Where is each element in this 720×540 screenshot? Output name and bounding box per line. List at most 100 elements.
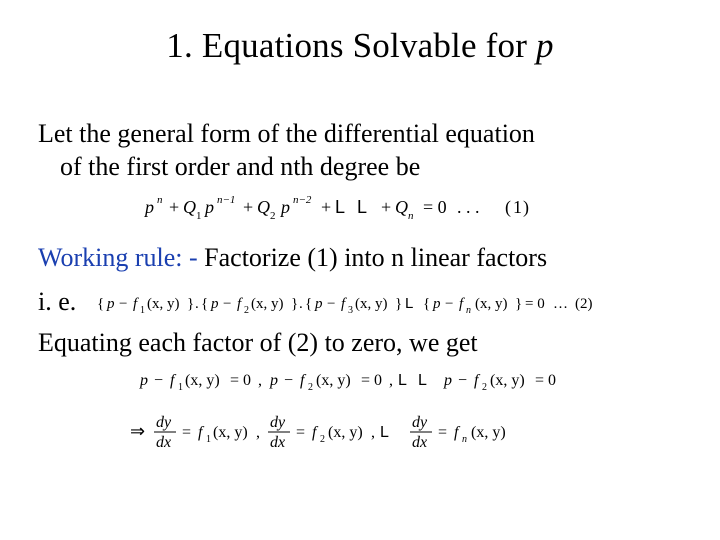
page-title: 1. Equations Solvable for p xyxy=(38,26,682,66)
ie-row: i. e. { p − f 1 (x, y) } . { p − f 2 (x,… xyxy=(38,285,682,319)
svg-text:3: 3 xyxy=(348,305,353,316)
svg-text:2: 2 xyxy=(244,305,249,316)
svg-text:−: − xyxy=(284,372,293,389)
svg-text:p: p xyxy=(269,372,278,389)
svg-text:,: , xyxy=(371,424,375,441)
intro-line2: of the first order and nth degree be xyxy=(38,152,420,181)
svg-text:−: − xyxy=(458,372,467,389)
svg-text:+: + xyxy=(243,197,253,217)
svg-text:dy: dy xyxy=(270,414,286,431)
svg-text:}: } xyxy=(395,296,402,312)
svg-text:Q: Q xyxy=(183,197,196,217)
working-rule-line: Working rule: - Factorize (1) into n lin… xyxy=(38,242,682,275)
svg-text:L: L xyxy=(398,372,407,389)
svg-text:(x, y): (x, y) xyxy=(316,372,351,389)
svg-text:L: L xyxy=(357,197,367,217)
svg-text:+: + xyxy=(321,197,331,217)
svg-text:n: n xyxy=(466,305,471,316)
svg-text:(x, y): (x, y) xyxy=(147,296,180,312)
svg-text:p: p xyxy=(443,372,452,389)
svg-text:f: f xyxy=(454,424,461,441)
svg-text:+: + xyxy=(381,197,391,217)
svg-text:{: { xyxy=(423,296,430,312)
svg-text:…: … xyxy=(553,296,568,312)
svg-text:p: p xyxy=(279,197,290,217)
slide: 1. Equations Solvable for p Let the gene… xyxy=(0,0,720,540)
title-prefix: 1. Equations Solvable for xyxy=(166,26,536,65)
svg-text:p: p xyxy=(139,372,148,389)
svg-text:p: p xyxy=(143,197,154,217)
svg-text:.: . xyxy=(195,296,199,312)
svg-text:f: f xyxy=(459,296,465,312)
svg-text:Q: Q xyxy=(395,197,408,217)
svg-text:1: 1 xyxy=(196,210,202,222)
svg-text:f: f xyxy=(312,424,319,441)
svg-text:}: } xyxy=(187,296,194,312)
svg-text:}: } xyxy=(291,296,298,312)
svg-text:2: 2 xyxy=(308,382,313,393)
svg-text:(2): (2) xyxy=(575,296,593,312)
svg-text:(x, y): (x, y) xyxy=(185,372,220,389)
svg-text:−: − xyxy=(223,296,231,312)
svg-text:n−1: n−1 xyxy=(217,194,235,206)
svg-text:}: } xyxy=(515,296,522,312)
svg-text:dy: dy xyxy=(156,414,172,431)
svg-text:n: n xyxy=(408,210,414,222)
svg-text:f: f xyxy=(300,372,307,389)
svg-text:= 0: = 0 xyxy=(535,372,556,389)
svg-text:= 0: = 0 xyxy=(230,372,251,389)
equation-1: p n + Q 1 p n−1 + Q 2 p n−2 + L L + Q n … xyxy=(38,193,682,228)
intro-paragraph: Let the general form of the differential… xyxy=(38,118,682,183)
svg-text:{: { xyxy=(305,296,312,312)
svg-text:f: f xyxy=(198,424,205,441)
svg-text:−: − xyxy=(119,296,127,312)
svg-text:p: p xyxy=(106,296,115,312)
svg-text:= 0: = 0 xyxy=(525,296,545,312)
svg-text:(: ( xyxy=(505,197,511,218)
svg-text:n: n xyxy=(157,194,163,206)
svg-text:p: p xyxy=(432,296,441,312)
equation-4-svg: ⇒ dy dx = f 1 (x, y) , dy dx = f 2 (x, y… xyxy=(130,412,590,452)
equation-4: ⇒ dy dx = f 1 (x, y) , dy dx = f 2 (x, y… xyxy=(38,412,682,457)
svg-text:f: f xyxy=(237,296,243,312)
svg-text:1: 1 xyxy=(178,382,183,393)
svg-text:,: , xyxy=(258,372,262,389)
svg-text:L: L xyxy=(380,424,389,441)
working-rule-rest: Factorize (1) into n linear factors xyxy=(198,243,547,272)
svg-text:= 0: = 0 xyxy=(361,372,382,389)
svg-text:{: { xyxy=(97,296,104,312)
svg-text:−: − xyxy=(154,372,163,389)
svg-text:n: n xyxy=(462,434,467,445)
equation-3-svg: p − f 1 (x, y) = 0 , p − f 2 (x, y) = 0 … xyxy=(140,369,580,393)
svg-text:{: { xyxy=(201,296,208,312)
svg-text:f: f xyxy=(133,296,139,312)
svg-text:2: 2 xyxy=(482,382,487,393)
svg-text:(x, y): (x, y) xyxy=(471,424,506,441)
svg-text:p: p xyxy=(210,296,219,312)
svg-text:−: − xyxy=(445,296,453,312)
svg-text:f: f xyxy=(341,296,347,312)
equation-1-svg: p n + Q 1 p n−1 + Q 2 p n−2 + L L + Q n … xyxy=(145,193,575,223)
intro-line1: Let the general form of the differential… xyxy=(38,119,535,148)
svg-text:2: 2 xyxy=(320,434,325,445)
svg-text:(x, y): (x, y) xyxy=(490,372,525,389)
svg-text:+: + xyxy=(169,197,179,217)
svg-text:(x, y): (x, y) xyxy=(328,424,363,441)
svg-text:): ) xyxy=(523,197,529,218)
svg-text:⇒: ⇒ xyxy=(130,421,145,441)
svg-text:.: . xyxy=(299,296,303,312)
svg-text:1: 1 xyxy=(513,197,522,217)
equating-line: Equating each factor of (2) to zero, we … xyxy=(38,327,682,360)
svg-text:1: 1 xyxy=(206,434,211,445)
svg-text:L: L xyxy=(405,295,413,312)
svg-text:,: , xyxy=(389,372,393,389)
working-rule-label: Working rule: - xyxy=(38,243,198,272)
svg-text:2: 2 xyxy=(270,210,276,222)
svg-text:=: = xyxy=(296,424,305,441)
svg-text:p: p xyxy=(203,197,214,217)
title-var: p xyxy=(536,26,554,65)
svg-text:dx: dx xyxy=(156,434,171,451)
svg-text:dy: dy xyxy=(412,414,428,431)
svg-text:=: = xyxy=(182,424,191,441)
svg-text:L: L xyxy=(335,197,345,217)
